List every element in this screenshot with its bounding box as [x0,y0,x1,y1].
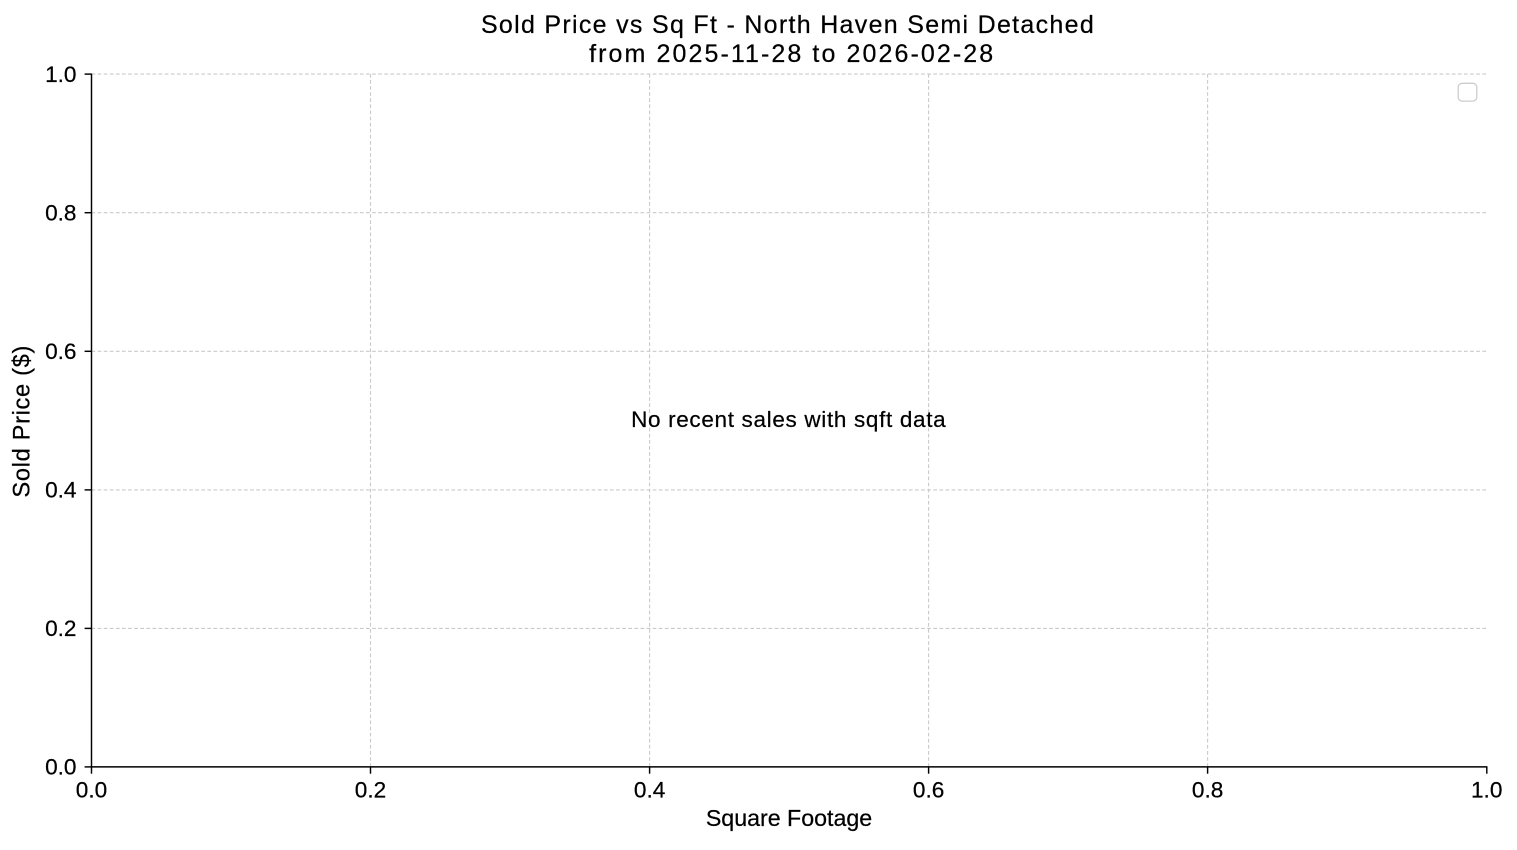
svg-text:0.0: 0.0 [76,778,107,803]
svg-text:1.0: 1.0 [45,62,76,87]
svg-text:0.6: 0.6 [45,339,76,364]
svg-text:Square Footage: Square Footage [706,805,872,831]
svg-text:No recent sales with sqft data: No recent sales with sqft data [631,407,946,432]
svg-text:from 2025-11-28 to 2026-02-28: from 2025-11-28 to 2026-02-28 [589,40,995,68]
svg-text:0.0: 0.0 [45,755,76,780]
svg-text:0.6: 0.6 [913,778,944,803]
svg-text:1.0: 1.0 [1471,778,1502,803]
svg-text:0.2: 0.2 [355,778,386,803]
svg-text:Sold Price ($): Sold Price ($) [9,345,35,498]
svg-text:0.2: 0.2 [45,616,76,641]
svg-text:0.8: 0.8 [1192,778,1223,803]
svg-text:0.4: 0.4 [45,478,76,503]
svg-text:0.4: 0.4 [634,778,665,803]
svg-text:0.8: 0.8 [45,200,76,225]
svg-text:Sold Price vs Sq Ft - North Ha: Sold Price vs Sq Ft - North Haven Semi D… [481,11,1095,39]
